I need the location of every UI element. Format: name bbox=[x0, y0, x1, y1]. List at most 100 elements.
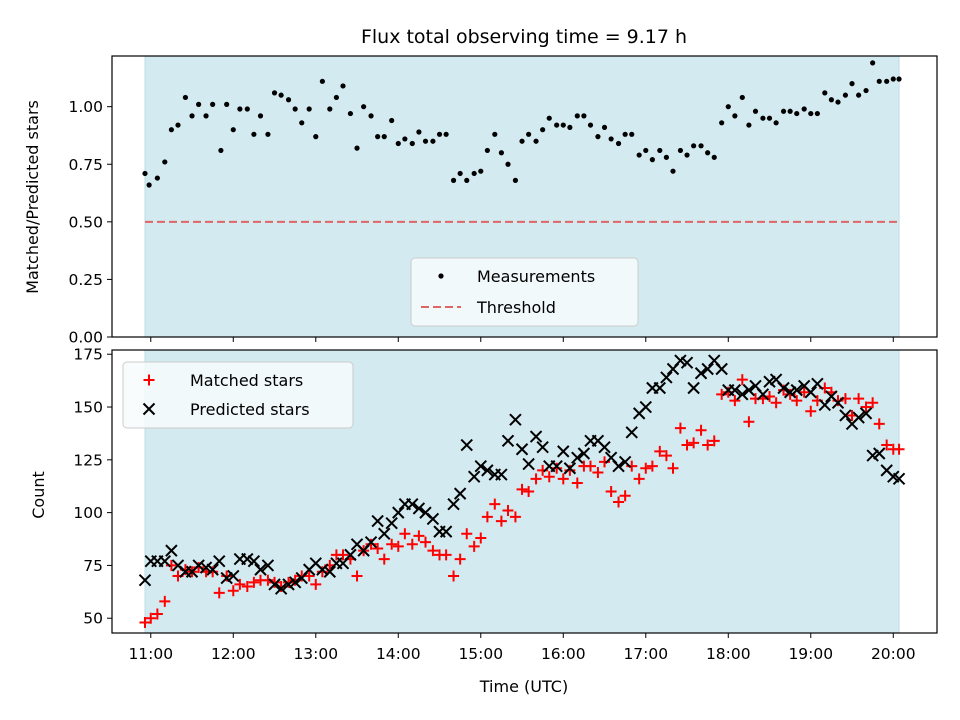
bottom-legend-markers bbox=[142, 374, 156, 416]
measurement-point bbox=[560, 122, 566, 128]
predicted-star-point bbox=[509, 413, 522, 426]
bottom-y-tick-label: 50 bbox=[83, 610, 103, 628]
predicted-star-point bbox=[213, 554, 226, 568]
predicted-star-point bbox=[453, 487, 467, 500]
matched-star-point bbox=[378, 553, 390, 565]
matched-star-point bbox=[592, 466, 604, 478]
measurement-point bbox=[546, 115, 552, 121]
predicted-star-point bbox=[831, 396, 845, 410]
matched-star-point bbox=[145, 612, 157, 624]
measurement-point bbox=[443, 131, 449, 137]
measurement-point bbox=[780, 108, 787, 114]
measurements-series bbox=[142, 60, 902, 188]
measurement-point bbox=[416, 129, 422, 135]
measurement-point bbox=[649, 157, 655, 163]
predicted-star-point bbox=[839, 409, 852, 422]
predicted-star-point bbox=[873, 447, 886, 460]
predicted-star-point bbox=[344, 548, 357, 562]
measurement-point bbox=[773, 120, 779, 126]
measurement-point bbox=[422, 138, 429, 144]
measurement-point bbox=[457, 170, 463, 177]
matched-star-point bbox=[365, 538, 377, 550]
matched-star-point bbox=[420, 536, 431, 548]
matched-star-point bbox=[585, 460, 596, 472]
measurement-point bbox=[636, 152, 642, 158]
measurement-point bbox=[154, 175, 160, 181]
predicted-star-point bbox=[522, 457, 535, 471]
matched-star-point bbox=[241, 581, 253, 593]
measurement-point bbox=[601, 124, 608, 131]
measurement-point bbox=[884, 78, 890, 84]
matched-star-point bbox=[743, 416, 755, 428]
x-tick-label: 16:00 bbox=[541, 645, 586, 663]
legend-threshold-label: Threshold bbox=[476, 298, 556, 317]
measurement-point bbox=[587, 122, 594, 128]
predicted-star-point bbox=[804, 386, 817, 399]
predicted-star-point bbox=[439, 525, 453, 538]
predicted-star-point bbox=[811, 377, 824, 390]
predicted-star-point bbox=[577, 447, 591, 460]
matched-star-point bbox=[234, 578, 246, 590]
measurement-point bbox=[146, 182, 152, 188]
matched-star-point bbox=[688, 437, 700, 449]
predicted-star-point bbox=[852, 411, 865, 424]
matched-star-point bbox=[448, 570, 460, 582]
matched-star-point bbox=[440, 549, 452, 561]
measurement-point bbox=[436, 131, 443, 137]
measurement-point bbox=[663, 154, 670, 160]
predicted-star-point bbox=[736, 388, 749, 401]
predicted-star-point bbox=[728, 383, 742, 397]
measurement-point bbox=[835, 99, 841, 105]
matched-star-point bbox=[269, 576, 281, 588]
x-tick-label: 13:00 bbox=[293, 645, 338, 663]
measurement-point bbox=[251, 131, 257, 137]
measurement-point bbox=[842, 92, 849, 98]
measurement-point bbox=[196, 101, 202, 107]
measurement-point bbox=[257, 113, 264, 119]
measurement-point bbox=[464, 177, 470, 183]
measurement-point bbox=[381, 134, 387, 140]
measurement-point bbox=[533, 138, 539, 144]
bottom-y-tick-label: 150 bbox=[73, 399, 103, 417]
predicted-star-point bbox=[687, 381, 700, 395]
predicted-star-point bbox=[625, 426, 638, 439]
predicted-star-point bbox=[165, 544, 178, 557]
matched-star-point bbox=[881, 439, 893, 451]
measurement-point bbox=[746, 122, 752, 128]
predicted-star-point bbox=[680, 356, 694, 369]
measurement-point bbox=[876, 78, 882, 84]
matched-star-point bbox=[543, 471, 555, 483]
x-tick-label: 18:00 bbox=[706, 645, 751, 663]
matched-star-point bbox=[557, 473, 569, 485]
predicted-star-point bbox=[563, 462, 577, 475]
x-tick-label: 17:00 bbox=[623, 645, 668, 663]
measurement-point bbox=[814, 110, 820, 117]
measurement-point bbox=[327, 106, 333, 112]
measurement-point bbox=[409, 140, 415, 147]
predicted-star-point bbox=[447, 497, 460, 511]
measurement-point bbox=[168, 127, 174, 133]
measurement-point bbox=[801, 106, 807, 112]
matched-star-point bbox=[406, 538, 418, 550]
predicted-star-point bbox=[406, 497, 419, 511]
matched-star-point bbox=[475, 532, 487, 544]
measurement-point bbox=[471, 170, 477, 177]
x-tick-label: 14:00 bbox=[376, 645, 421, 663]
predicted-star-point bbox=[467, 470, 481, 483]
legend-measurements-marker bbox=[438, 273, 444, 279]
predicted-star-point bbox=[515, 443, 529, 456]
matched-star-point bbox=[502, 505, 514, 517]
matched-star-point bbox=[283, 576, 295, 588]
x-tick-label: 20:00 bbox=[871, 645, 916, 663]
predicted-star-point bbox=[715, 362, 728, 376]
predicted-star-point bbox=[254, 563, 267, 576]
measurement-point bbox=[519, 138, 525, 144]
measurement-point bbox=[292, 106, 298, 112]
predicted-star-point bbox=[288, 576, 302, 589]
predicted-star-point bbox=[818, 398, 832, 412]
predicted-star-point bbox=[268, 578, 281, 591]
matched-star-point bbox=[893, 443, 905, 455]
measurement-point bbox=[828, 97, 835, 103]
matched-star-point bbox=[695, 424, 707, 436]
predicted-star-point bbox=[653, 381, 667, 395]
